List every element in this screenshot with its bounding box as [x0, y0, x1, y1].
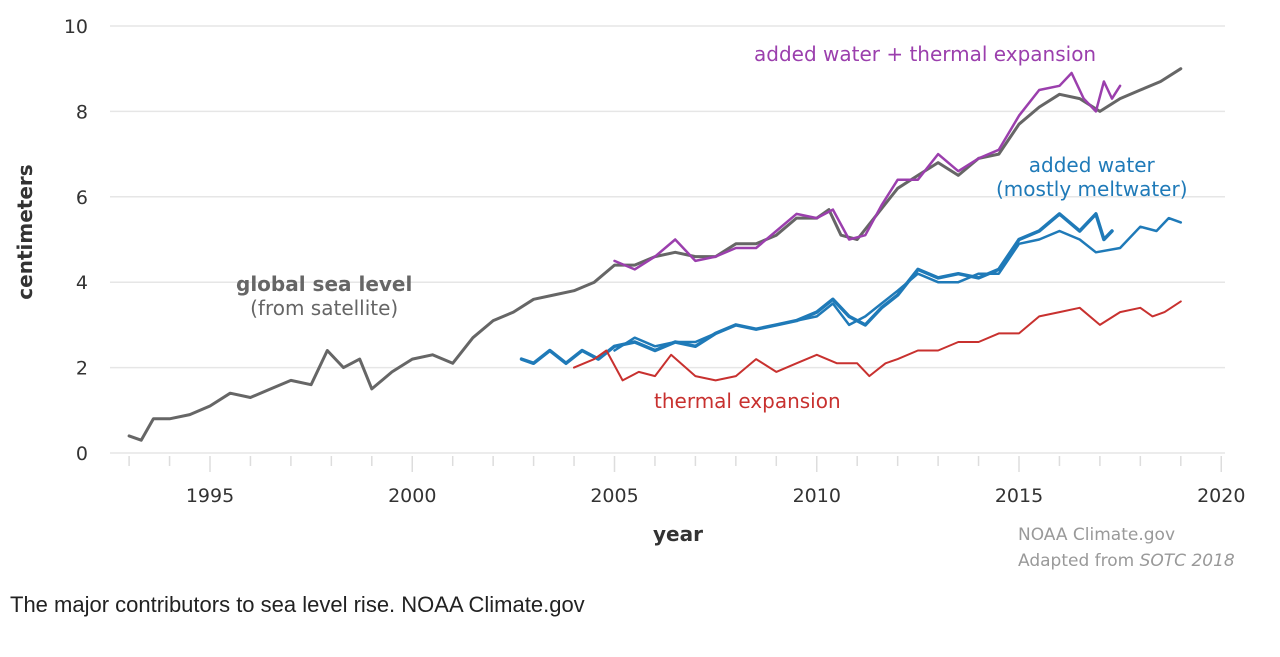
label-thermal-expansion: thermal expansion — [654, 389, 841, 413]
y-tick-label: 0 — [76, 443, 88, 465]
x-tick-label: 2005 — [590, 485, 638, 507]
label-added-water-thermal: added water + thermal expansion — [754, 42, 1097, 66]
credit-prefix: Adapted from — [1018, 551, 1140, 571]
y-tick-label: 2 — [76, 358, 88, 380]
y-axis-label: centimeters — [13, 164, 37, 299]
series-name: added water — [1028, 153, 1155, 177]
caption: The major contributors to sea level rise… — [10, 592, 585, 617]
series-line-0 — [127, 67, 1183, 442]
sea-level-chart: 0 2 4 6 8 10 1995 2000 2005 2010 2015 2020 year centi… — [13, 16, 1245, 546]
y-tick-label: 6 — [76, 187, 88, 209]
x-tick-label: 2010 — [793, 485, 841, 507]
series-line-3 — [613, 216, 1183, 352]
x-tick-label: 2015 — [995, 485, 1043, 507]
series-line-2 — [519, 212, 1114, 366]
label-added-water: added water (mostly meltwater) — [996, 153, 1188, 201]
series-sublabel: (mostly meltwater) — [996, 177, 1188, 201]
series-name: global sea level — [236, 272, 413, 296]
series-line-1 — [613, 71, 1122, 271]
series-line-4 — [573, 300, 1182, 382]
x-tick-label: 2000 — [388, 485, 436, 507]
series-sublabel: (from satellite) — [250, 296, 399, 320]
credit-line1: NOAA Climate.gov — [1018, 525, 1176, 545]
credit-source: SOTC 2018 — [1139, 551, 1235, 571]
credit-line2: Adapted from SOTC 2018 — [1018, 548, 1235, 574]
credit: NOAA Climate.gov Adapted from SOTC 2018 — [1018, 522, 1235, 574]
y-tick-label: 8 — [76, 101, 88, 123]
x-axis-label: year — [653, 522, 703, 546]
y-tick-label: 10 — [64, 16, 88, 38]
x-tick-label: 1995 — [186, 485, 234, 507]
y-tick-label: 4 — [76, 272, 88, 294]
x-tick-label: 2020 — [1197, 485, 1245, 507]
label-global-sea-level: global sea level (from satellite) — [236, 272, 412, 320]
